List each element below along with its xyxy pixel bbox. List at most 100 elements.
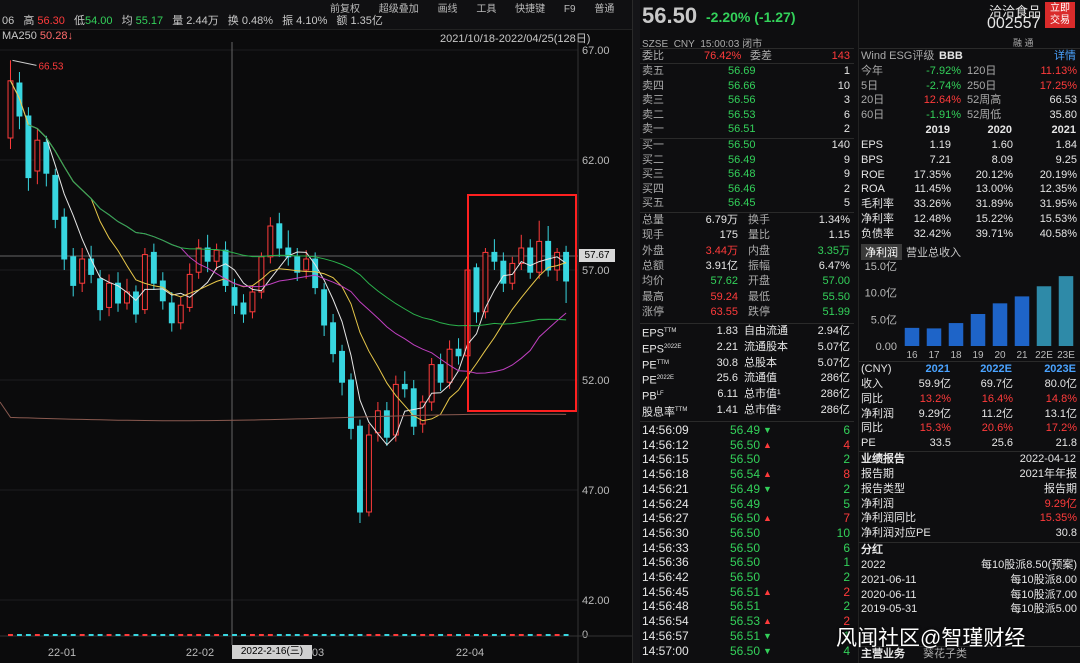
toolbar-item[interactable]: 前复权 [330, 4, 360, 15]
divider [859, 451, 1080, 452]
candle-up [536, 240, 543, 273]
label: 最高 [642, 290, 664, 303]
label: 净利润 [861, 407, 894, 420]
label: EPSTTM [642, 324, 676, 341]
tab-revenue[interactable]: 营业总收入 [906, 247, 961, 259]
report-details: 报告期 2021年年报 报告类型 报告期 净利润 9.29亿 净利润同比 15.35% 净利润对… [859, 467, 1080, 541]
mini-bar [1036, 286, 1052, 346]
toolbar-item[interactable]: 普通 [594, 4, 615, 15]
fin-row: EPS 1.19 1.60 1.84 [859, 138, 1080, 153]
label: 净利润同比 [861, 512, 916, 525]
bid-row[interactable]: 买三 56.48 9 [640, 167, 854, 182]
label: 均价 [642, 275, 664, 288]
panel-splitter[interactable] [632, 0, 640, 663]
label: 同比 [861, 392, 883, 405]
y-tick-label: 42.00 [582, 595, 610, 607]
label: Wind ESG评级 [861, 50, 935, 62]
divider [640, 323, 854, 324]
toolbar-item[interactable]: 工具 [476, 4, 497, 15]
level-volume: 3 [843, 94, 850, 107]
tick-volume: 8 [843, 467, 850, 482]
tick-time: 14:56:24 [642, 496, 689, 511]
ask-row[interactable]: 卖二 56.53 6 [640, 108, 854, 123]
toolbar-item[interactable]: 快捷键 [515, 4, 546, 15]
tick-volume: 2 [843, 570, 850, 584]
value: 25.6 [991, 437, 1013, 450]
stock-icons[interactable]: 融 通 [1013, 38, 1034, 48]
value: 20.6% [981, 422, 1013, 435]
value: 3.35万 [817, 244, 850, 257]
esg-detail-link[interactable]: 详情 [1054, 50, 1076, 62]
toolbar-item[interactable]: 超级叠加 [378, 4, 419, 15]
label: PE [861, 437, 876, 450]
x-tick-label: 22-01 [48, 647, 76, 659]
ask-row[interactable]: 卖一 56.51 2 [640, 122, 854, 137]
label-suffix: TTM [675, 407, 688, 413]
label: 净利润对应PE [861, 527, 931, 540]
bid-row[interactable]: 买二 56.49 9 [640, 153, 854, 168]
bid-row[interactable]: 买五 56.45 5 [640, 196, 854, 211]
candle-down [159, 280, 166, 302]
tick-volume: 2 [843, 614, 850, 629]
divider [640, 63, 854, 64]
volume-bar [61, 634, 67, 636]
y-tick-label: 47.00 [582, 485, 610, 497]
bid-row[interactable]: 买一 56.50 140 [640, 138, 854, 153]
fundamental-row: PE2022E 25.6 流通值 286亿 [640, 371, 854, 387]
tick-volume: 10 [836, 525, 850, 540]
tick-row: 14:56:15 56.50 2 [640, 452, 854, 467]
value: 175 [719, 229, 738, 242]
value: 17.35% [913, 168, 951, 181]
label: 跌停 [748, 305, 770, 318]
forecast-year: 2021 [925, 363, 950, 375]
toolbar-item[interactable]: 画线 [437, 4, 458, 15]
value: 63.55 [710, 305, 738, 318]
ask-row[interactable]: 卖四 56.66 10 [640, 79, 854, 94]
ask-row[interactable]: 卖五 56.69 1 [640, 64, 854, 79]
tick-row: 14:56:27 56.50 ▲ 7 [640, 511, 854, 526]
tick-price: 56.50 [730, 525, 761, 540]
candlestick-chart[interactable]: 67.00 62.00 57.00 52.00 47.00 42.00 0 22-01 22-0… [0, 42, 632, 663]
tick-list[interactable]: 14:56:09 56.49 ▼ 6 14:56:12 56.50 ▲ 4 14:56:15 56… [640, 423, 854, 663]
volume-bar [187, 634, 193, 636]
volume-bar [447, 634, 453, 636]
report-row: 净利润 9.29亿 [859, 497, 1080, 512]
price-change: -2.20% (-1.27) [706, 9, 796, 25]
mini-bar [948, 323, 964, 346]
forecast-row: 净利润 9.29亿 11.2亿 13.1亿 [859, 407, 1080, 422]
volume-bar [554, 634, 560, 636]
level-label: 买三 [642, 168, 664, 181]
level-price: 56.56 [728, 94, 756, 107]
stats-bar [0, 0, 632, 30]
ask-row[interactable]: 卖三 56.56 3 [640, 93, 854, 108]
y-tick-label: 67.00 [582, 45, 610, 57]
label: 量比 [748, 229, 770, 242]
tick-volume: 1 [843, 628, 850, 643]
tab-net-profit[interactable]: 净利润 [861, 244, 902, 260]
value: 17.25% [1039, 79, 1077, 92]
ma250-line [0, 401, 567, 422]
tick-row: 14:56:30 56.50 10 [640, 526, 854, 541]
dividend-date: 2021-06-11 [861, 573, 917, 586]
level-price: 56.69 [728, 65, 756, 77]
volume-bar [312, 634, 318, 636]
label: 20日 [861, 94, 885, 107]
value: 286亿 [820, 388, 850, 401]
bid-row[interactable]: 买四 56.46 2 [640, 182, 854, 197]
value: 6.47% [818, 259, 850, 272]
stat-vol: 量 2.44万 [172, 15, 218, 27]
candle-down [132, 291, 139, 315]
tick-volume: 7 [843, 511, 850, 526]
fin-year: 2020 [987, 124, 1012, 136]
trade-button[interactable]: 立即 交易 [1045, 2, 1075, 28]
value: 11.13% [1040, 65, 1078, 77]
mini-x-tick: 16 [906, 350, 918, 361]
fin-row: 毛利率 33.26% 31.89% 31.95% [859, 197, 1080, 212]
value: 2.21 [716, 340, 738, 353]
volume-bar [70, 634, 76, 636]
order-ratio-row: 委比 76.42% 委差 143 [640, 49, 854, 64]
volume-bar [330, 634, 336, 636]
tick-row: 14:56:57 56.51 ▼ 1 [640, 629, 854, 644]
tick-volume: 2 [843, 599, 850, 614]
toolbar-item[interactable]: F9 [563, 4, 576, 15]
